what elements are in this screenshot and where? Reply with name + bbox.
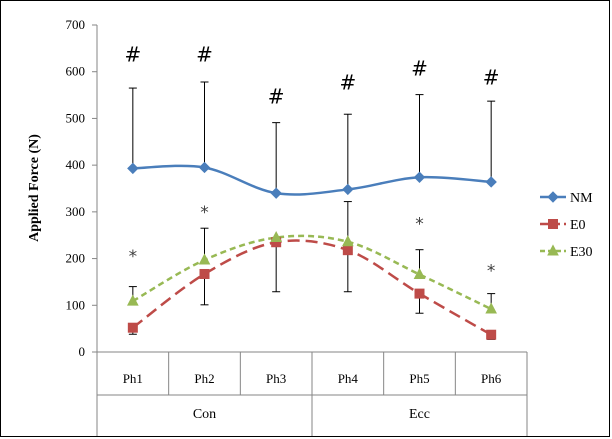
y-tick-label: 0 — [79, 344, 86, 359]
data-point-e30 — [127, 294, 139, 306]
y-axis-label: Applied Force (N) — [27, 134, 42, 242]
y-tick-label: 400 — [66, 157, 86, 172]
data-point-e30 — [413, 267, 426, 279]
y-tick-label: 500 — [66, 110, 86, 125]
significance-star: * — [200, 203, 209, 223]
x-tick-label: Ph3 — [266, 371, 286, 386]
y-tick-label: 200 — [66, 251, 86, 266]
x-tick-label: Ph5 — [409, 371, 429, 386]
series-line-e0 — [132, 239, 492, 336]
significance-hash: # — [483, 66, 500, 90]
significance-hash: # — [339, 70, 356, 94]
series-lines — [132, 164, 492, 336]
data-point-nm — [270, 187, 282, 199]
x-tick-label: Ph1 — [123, 371, 143, 386]
x-group-label: Ecc — [409, 407, 430, 422]
significance-hash: # — [124, 42, 141, 66]
axes: 0 100 200 300 400 500 600 700 Ph1 Ph2 Ph3 Ph4 Ph5 Ph6… — [66, 17, 528, 436]
data-point-e0 — [127, 322, 138, 333]
data-point-e30 — [198, 253, 211, 265]
legend-label-e0: E0 — [570, 218, 586, 233]
series-line-nm — [132, 164, 492, 196]
data-point-nm — [127, 162, 139, 175]
significance-star: * — [487, 261, 496, 281]
x-group-label: Con — [193, 407, 216, 422]
series-line-e30 — [132, 234, 492, 311]
data-point-nm — [198, 161, 211, 174]
significance-hash: # — [411, 56, 428, 80]
data-point-e0 — [414, 288, 425, 299]
data-point-e30 — [485, 302, 497, 314]
significance-star: * — [129, 247, 138, 267]
annotations: # # # # # # * * * * — [124, 42, 499, 281]
legend: NM E0 E30 — [540, 191, 593, 260]
y-tick-label: 100 — [66, 297, 86, 312]
significance-star: * — [415, 215, 424, 235]
data-point-nm — [413, 171, 426, 183]
y-tick-label: 700 — [66, 17, 86, 32]
legend-marker-nm — [547, 191, 559, 203]
data-point-e30 — [270, 230, 282, 243]
significance-hash: # — [268, 84, 285, 108]
significance-hash: # — [196, 42, 213, 66]
error-bars — [128, 81, 496, 340]
data-point-e30 — [342, 235, 354, 247]
legend-marker-e0 — [548, 219, 558, 229]
data-point-e0 — [486, 329, 497, 340]
data-point-nm — [485, 176, 497, 188]
data-point-e0 — [342, 245, 353, 256]
legend-label-nm: NM — [570, 191, 593, 206]
x-tick-label: Ph4 — [338, 371, 359, 386]
legend-marker-e30 — [547, 244, 559, 256]
series-markers — [127, 161, 497, 340]
x-tick-label: Ph2 — [194, 371, 214, 386]
data-point-e0 — [199, 268, 210, 279]
y-tick-label: 600 — [66, 64, 86, 79]
x-tick-label: Ph6 — [481, 371, 502, 386]
y-tick-label: 300 — [66, 204, 86, 219]
legend-label-e30: E30 — [570, 245, 593, 260]
data-point-nm — [342, 183, 354, 196]
